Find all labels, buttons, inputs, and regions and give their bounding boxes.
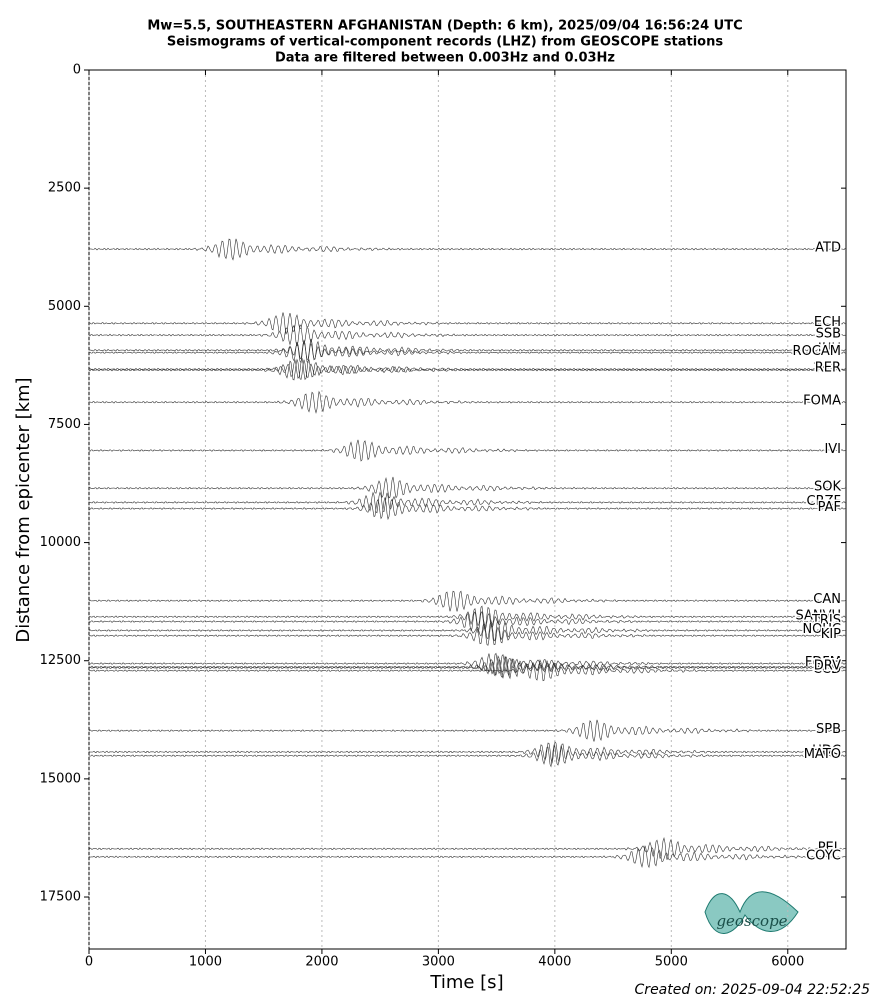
y-tick-label: 12500 xyxy=(40,653,81,668)
station-label: TAM xyxy=(813,362,841,377)
station-label: SANVU xyxy=(795,608,841,623)
station-label: HDC xyxy=(812,743,841,758)
seismogram-trace xyxy=(88,655,847,678)
seismogram-trace xyxy=(88,719,847,742)
station-label: CAN xyxy=(813,592,841,607)
seismogram-trace xyxy=(88,476,847,499)
seismogram-trace xyxy=(88,623,847,646)
chart-subtitle: Data are filtered between 0.003Hz and 0.… xyxy=(275,51,615,66)
y-tick-label: 0 xyxy=(73,63,81,78)
x-tick-label: 3000 xyxy=(422,955,455,970)
station-label: MATO xyxy=(804,747,841,762)
station-label: ATD xyxy=(815,241,841,256)
seismogram-trace xyxy=(88,491,847,514)
seismogram-trace xyxy=(88,845,847,869)
seismogram-trace xyxy=(88,341,846,364)
seismogram-trace xyxy=(88,659,847,682)
seismogram-trace xyxy=(88,611,847,634)
seismogram-trace xyxy=(88,652,847,675)
x-tick-label: 2000 xyxy=(305,955,338,970)
station-label: CCD xyxy=(813,662,841,677)
station-label: PEL xyxy=(818,840,842,855)
seismogram-trace xyxy=(88,590,847,612)
station-label: SOK xyxy=(814,480,841,495)
logo-shape xyxy=(704,891,799,934)
seismogram-trace xyxy=(88,357,847,381)
logo: geoscope xyxy=(704,891,799,934)
station-label: COYC xyxy=(806,848,841,863)
seismogram-trace xyxy=(88,497,847,521)
station-label: FOMA xyxy=(803,394,841,409)
seismogram-trace xyxy=(88,744,847,768)
station-label: SSB xyxy=(816,327,841,342)
station-label: PAF xyxy=(818,500,841,515)
seismogram-trace xyxy=(88,324,847,347)
x-tick-label: 6000 xyxy=(771,955,804,970)
station-label: NOUC xyxy=(802,622,841,637)
station-label: ECH xyxy=(814,315,841,330)
y-tick-label: 10000 xyxy=(40,535,81,550)
seismogram-trace xyxy=(88,836,847,860)
seismogram-trace xyxy=(88,439,847,462)
seismogram-trace xyxy=(88,618,847,642)
seismogram-trace xyxy=(88,656,847,680)
station-label: ROCAM xyxy=(793,344,841,359)
y-tick-label: 5000 xyxy=(48,299,81,314)
station-label: TRIS xyxy=(811,613,841,628)
logo-text: geoscope xyxy=(716,912,787,930)
chart-subtitle: Seismograms of vertical-component record… xyxy=(167,35,723,50)
seismogram-trace xyxy=(88,312,847,335)
x-tick-label: 1000 xyxy=(189,955,222,970)
station-label: KIP xyxy=(821,627,841,642)
y-tick-label: 7500 xyxy=(48,417,81,432)
y-axis-label: Distance from epicenter [km] xyxy=(13,377,34,642)
x-tick-label: 0 xyxy=(85,955,93,970)
chart-title: Mw=5.5, SOUTHEASTERN AFGHANISTAN (Depth:… xyxy=(147,19,742,34)
x-tick-label: 4000 xyxy=(538,955,571,970)
seismogram-trace xyxy=(88,358,847,381)
x-axis-label: Time [s] xyxy=(429,972,503,993)
y-tick-label: 15000 xyxy=(40,771,81,786)
y-tick-label: 17500 xyxy=(40,890,81,905)
seismogram-trace xyxy=(88,605,847,629)
station-label: SPB xyxy=(816,722,841,737)
x-tick-label: 5000 xyxy=(655,955,688,970)
station-label: DRV xyxy=(814,658,841,673)
plot-frame xyxy=(88,69,847,950)
seismogram-trace xyxy=(88,390,847,414)
station-label: RER xyxy=(815,361,841,376)
station-label: CRZF xyxy=(807,494,842,509)
footer: Created on: 2025-09-04 22:52:25 xyxy=(635,982,871,998)
seismogram-trace xyxy=(88,338,847,360)
seismogram-trace xyxy=(88,741,847,764)
station-label: IVI xyxy=(824,442,841,457)
y-tick-label: 2500 xyxy=(48,181,81,196)
seismogram-trace xyxy=(89,238,847,261)
